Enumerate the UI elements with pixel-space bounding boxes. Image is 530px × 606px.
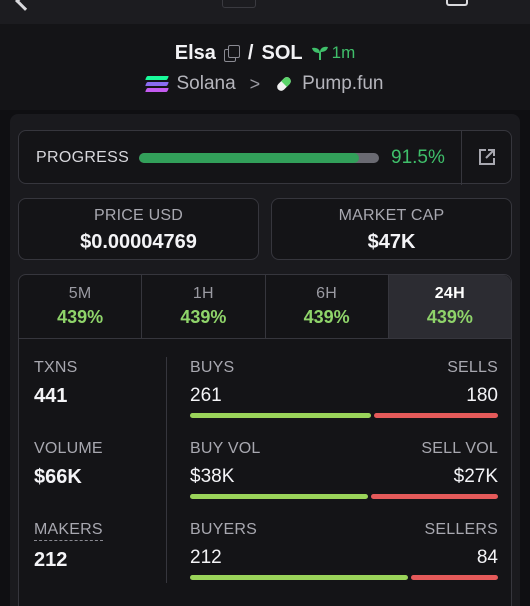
buys-value: 261 bbox=[190, 385, 222, 406]
sell-bar bbox=[373, 413, 498, 418]
sell-vol-value: $27K bbox=[453, 466, 498, 487]
buy-bar bbox=[190, 575, 409, 580]
progress-fill bbox=[139, 153, 359, 163]
makers-metric: MAKERS 212 bbox=[34, 521, 103, 572]
age-text: 1m bbox=[331, 43, 356, 62]
progress-label: PROGRESS bbox=[36, 149, 130, 166]
tab-change: 439% bbox=[180, 307, 227, 327]
makers-value: 212 bbox=[34, 549, 68, 571]
buys-label: BUYS bbox=[190, 359, 235, 376]
price-value: $0.00004769 bbox=[80, 231, 197, 253]
pill-icon bbox=[277, 77, 292, 91]
share-icon[interactable] bbox=[446, 0, 468, 6]
sell-bar bbox=[371, 494, 498, 499]
tab-label: 24H bbox=[434, 285, 465, 302]
market-cap-label: MARKET CAP bbox=[338, 207, 445, 224]
chevron-right-icon: > bbox=[249, 73, 261, 94]
buy-vol-value: $38K bbox=[190, 466, 235, 487]
activity-card: 5M 439% 1H 439% 6H 439% 24H 439% TXNS 44… bbox=[18, 274, 512, 606]
buys-sells-bar bbox=[190, 413, 498, 418]
tab-change: 439% bbox=[426, 307, 473, 327]
chain-name[interactable]: Solana bbox=[176, 73, 236, 94]
tab-label: 1H bbox=[192, 285, 214, 302]
volume-ratio: BUY VOL SELL VOL $38K $27K bbox=[190, 440, 498, 499]
sellers-value: 84 bbox=[476, 547, 498, 568]
top-bar bbox=[0, 0, 530, 24]
tab-change: 439% bbox=[57, 307, 104, 327]
market-cap-value: $47K bbox=[367, 231, 416, 253]
solana-icon bbox=[145, 76, 170, 92]
sell-vol-label: SELL VOL bbox=[421, 440, 498, 457]
title-row: Elsa / SOL 1m bbox=[0, 40, 530, 66]
tab-24h[interactable]: 24H 439% bbox=[388, 275, 511, 338]
sell-bar bbox=[411, 575, 498, 580]
buys-sells-ratio: BUYS SELLS 261 180 bbox=[190, 359, 498, 418]
sellers-label: SELLERS bbox=[424, 521, 498, 538]
volume-value: $66K bbox=[34, 466, 82, 488]
sells-label: SELLS bbox=[447, 359, 498, 376]
tab-5m[interactable]: 5M 439% bbox=[19, 275, 143, 338]
chain-row: Solana > Pump.fun bbox=[0, 72, 530, 96]
tab-label: 6H bbox=[316, 285, 338, 302]
sells-value: 180 bbox=[466, 385, 498, 406]
tab-1h[interactable]: 1H 439% bbox=[142, 275, 266, 338]
progress-percent: 91.5% bbox=[391, 147, 445, 168]
buyers-label: BUYERS bbox=[190, 521, 257, 538]
volume-bar bbox=[190, 494, 498, 499]
tab-6h[interactable]: 6H 439% bbox=[266, 275, 389, 338]
age-badge: 1m bbox=[311, 43, 356, 63]
txns-label: TXNS bbox=[34, 359, 78, 376]
progress-bar bbox=[139, 153, 379, 163]
progress-card: PROGRESS 91.5% bbox=[18, 130, 512, 185]
tab-change: 439% bbox=[303, 307, 350, 327]
buy-bar bbox=[190, 413, 371, 418]
timeframe-tabs: 5M 439% 1H 439% 6H 439% 24H 439% bbox=[19, 275, 511, 339]
buy-vol-label: BUY VOL bbox=[190, 440, 261, 457]
external-link-icon[interactable] bbox=[477, 147, 497, 167]
market-cap-card: MARKET CAP $47K bbox=[271, 198, 512, 260]
platform-name[interactable]: Pump.fun bbox=[302, 73, 384, 94]
buy-bar bbox=[190, 494, 369, 499]
column-divider bbox=[166, 357, 167, 583]
pair-separator: / bbox=[247, 41, 254, 64]
makers-ratio: BUYERS SELLERS 212 84 bbox=[190, 521, 498, 580]
quote-symbol: SOL bbox=[261, 41, 303, 64]
txns-value: 441 bbox=[34, 385, 68, 407]
makers-bar bbox=[190, 575, 498, 580]
makers-label[interactable]: MAKERS bbox=[34, 521, 103, 541]
buyers-value: 212 bbox=[190, 547, 222, 568]
token-header: Elsa / SOL 1m Solana > Pump.fun bbox=[0, 24, 530, 110]
handle-icon bbox=[222, 0, 256, 8]
price-card: PRICE USD $0.00004769 bbox=[18, 198, 259, 260]
volume-label: VOLUME bbox=[34, 440, 103, 457]
tab-label: 5M bbox=[68, 285, 92, 302]
token-name: Elsa bbox=[174, 41, 216, 64]
volume-metric: VOLUME $66K bbox=[34, 440, 103, 489]
txns-metric: TXNS 441 bbox=[34, 359, 77, 408]
sprout-icon bbox=[311, 46, 328, 60]
copy-icon[interactable] bbox=[223, 45, 240, 62]
divider bbox=[461, 131, 462, 185]
price-label: PRICE USD bbox=[94, 207, 183, 224]
back-icon[interactable] bbox=[15, 0, 35, 11]
